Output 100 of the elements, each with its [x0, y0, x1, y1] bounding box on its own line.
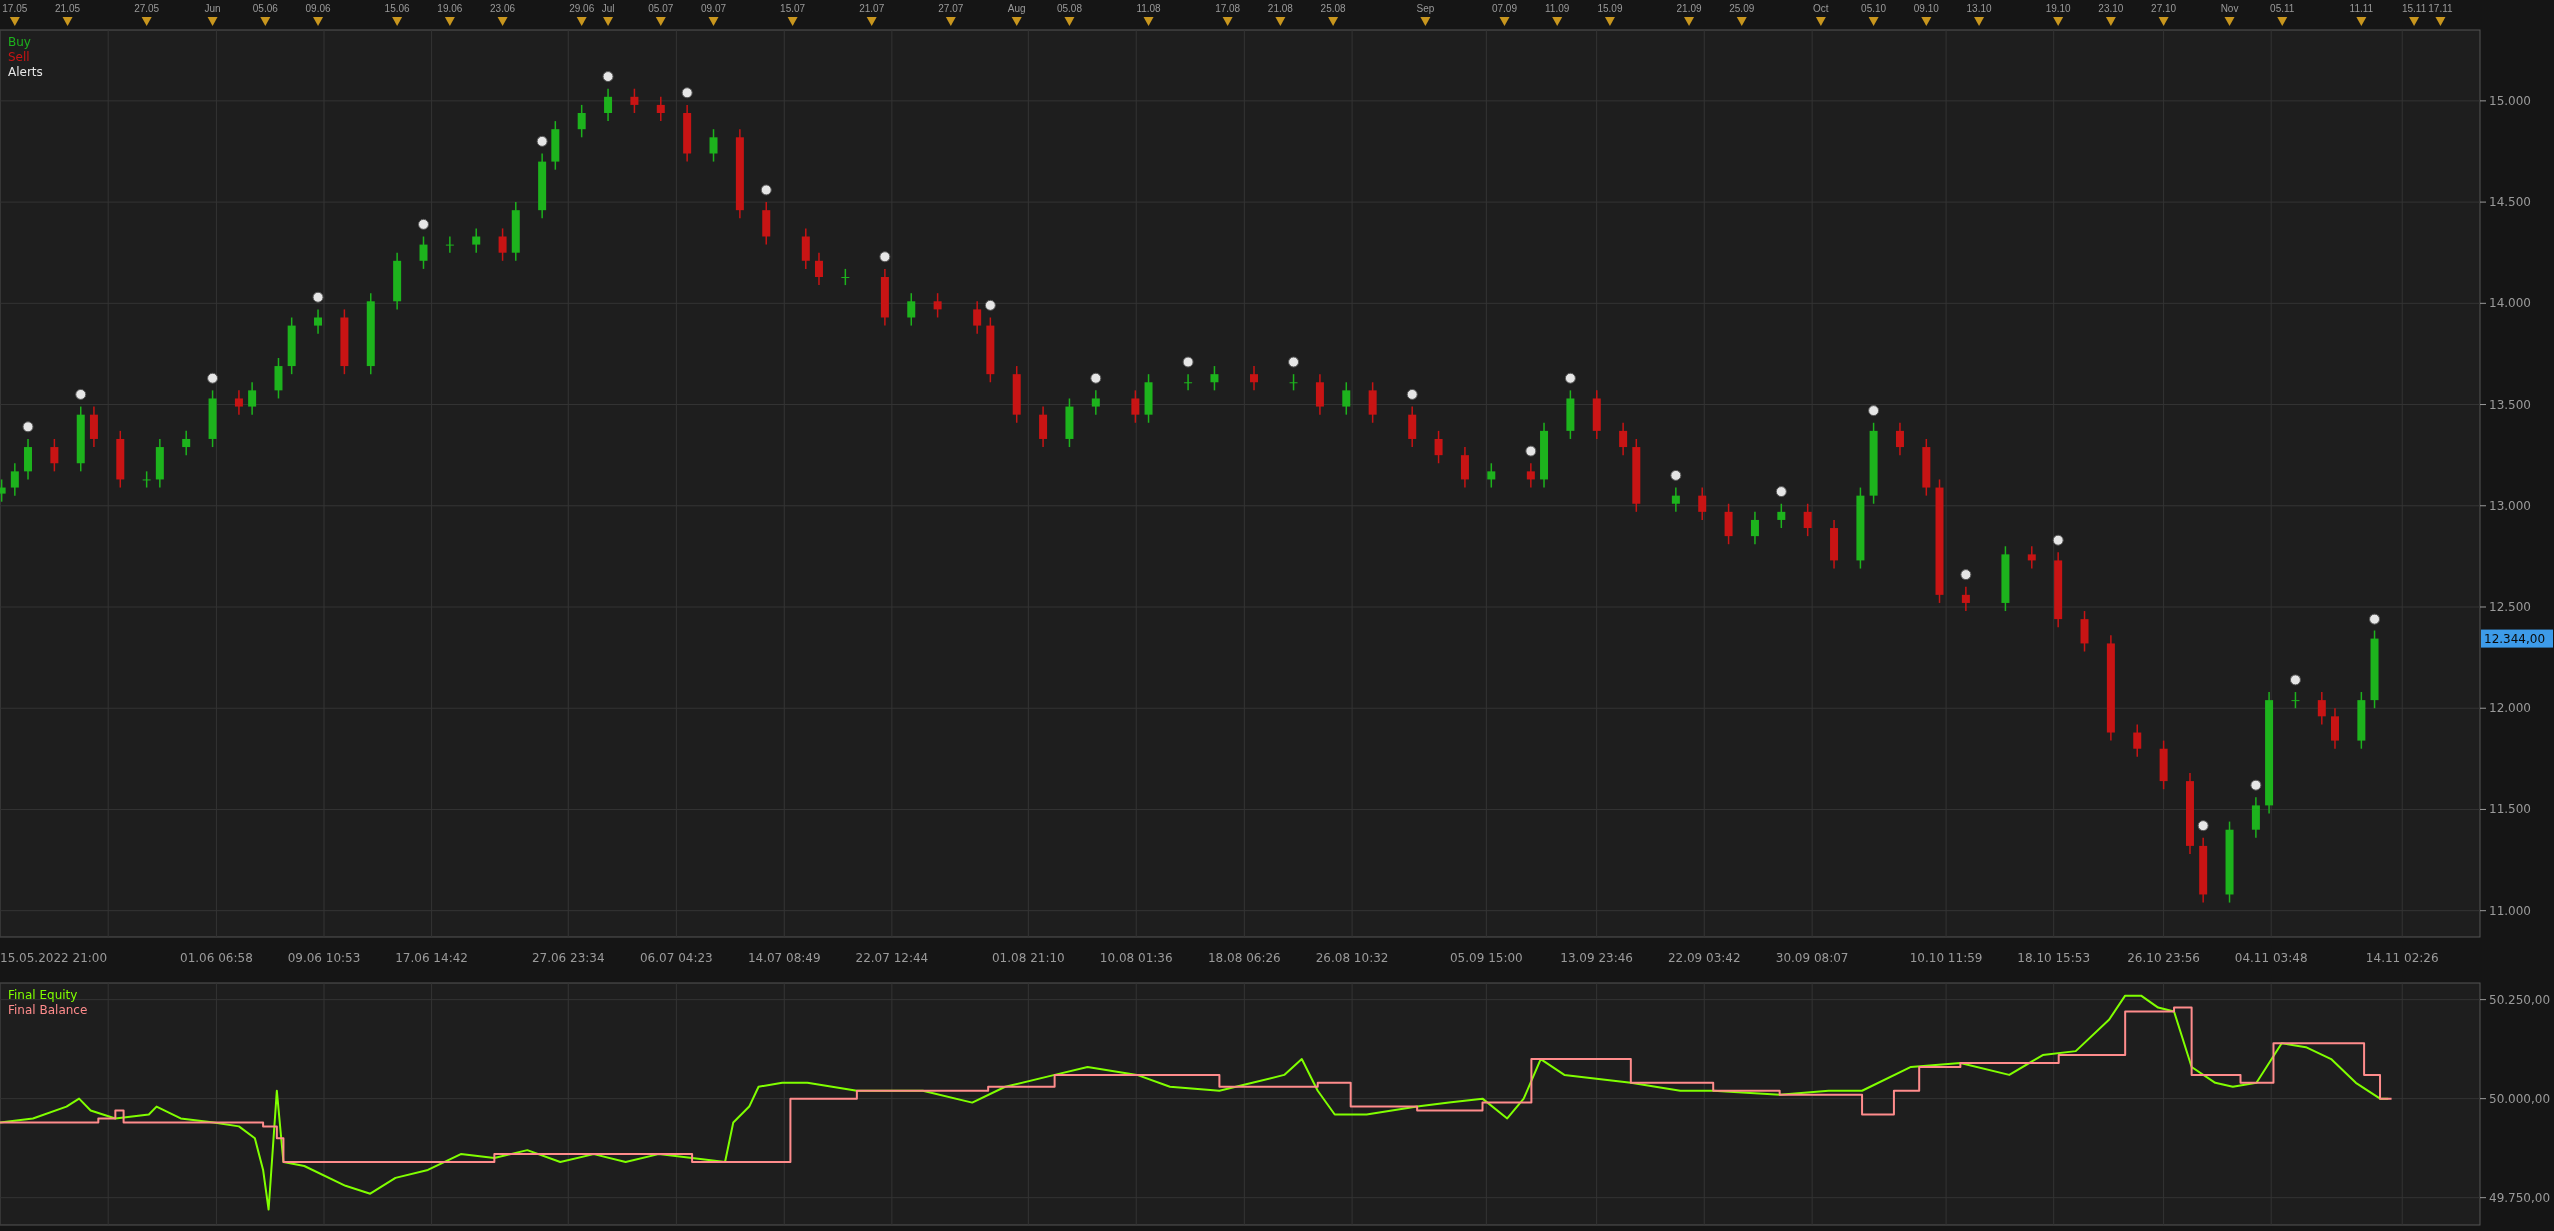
candlestick — [2133, 723, 2142, 758]
candlestick — [630, 87, 639, 114]
x2-tick-label: 09.07 — [701, 3, 727, 14]
y-tick-label: 13.500 — [2489, 397, 2531, 412]
y-tick-label: 12.000 — [2489, 701, 2531, 716]
candlestick — [1698, 486, 1707, 521]
candlestick — [234, 389, 243, 416]
candlestick — [1131, 389, 1140, 424]
text: Sell — [8, 50, 30, 64]
x2-tick-label: 05.08 — [1056, 3, 1083, 14]
candlestick — [472, 227, 481, 254]
candlestick — [604, 87, 613, 122]
y-tick-label: 13.000 — [2489, 498, 2531, 513]
point — [1525, 445, 1537, 457]
candlestick — [10, 462, 19, 497]
x-tick-label: 10.10 11:59 — [1909, 951, 1983, 965]
point — [602, 71, 614, 83]
x2-tick-label: 15.07 — [780, 3, 806, 14]
candlestick — [577, 104, 586, 139]
point — [1090, 372, 1102, 384]
y-tick-label: 11.000 — [2489, 903, 2531, 918]
x2-tick-label: 19.10 — [2045, 3, 2072, 14]
x-tick-label: 27.06 23:34 — [531, 951, 605, 965]
point — [1775, 486, 1787, 498]
y-tick-label: 11.500 — [2489, 802, 2531, 817]
text: Final Balance — [8, 1003, 88, 1017]
candlestick — [498, 227, 507, 262]
x2-tick-label: Aug — [1007, 3, 1026, 14]
candlestick — [1091, 389, 1100, 416]
x-tick-label: 22.07 12:44 — [855, 951, 929, 965]
point — [1868, 405, 1880, 417]
candlestick — [1961, 586, 1970, 612]
candlestick — [1526, 462, 1535, 489]
x2-tick-label: 13.10 — [1966, 3, 1992, 14]
point — [1564, 372, 1576, 384]
x2-tick-label: 23.10 — [2098, 3, 2124, 14]
candlestick — [1342, 381, 1351, 416]
candlestick — [1250, 365, 1259, 392]
candlestick — [419, 235, 428, 270]
x-tick-label: 13.09 23:46 — [1560, 951, 1633, 965]
x-tick-label: 14.07 08:49 — [747, 951, 821, 965]
x-tick-label: 18.08 06:26 — [1207, 951, 1281, 965]
x2-tick-label: 21.09 — [1676, 3, 1702, 14]
candlestick — [1184, 373, 1193, 392]
x2-tick-label: 23.06 — [490, 3, 516, 14]
point — [1182, 356, 1194, 368]
x-tick-label: 26.08 10:32 — [1315, 951, 1389, 965]
candlestick — [2317, 691, 2326, 726]
candlestick — [1619, 422, 1628, 456]
x2-tick-label: 29.06 — [569, 3, 595, 14]
candlestick — [1210, 365, 1219, 392]
candlestick — [1487, 462, 1496, 489]
x2-tick-label: 15.09 — [1597, 3, 1623, 14]
x-tick-label: 17.06 14:42 — [395, 951, 468, 965]
candlestick — [248, 381, 257, 416]
x-tick-label: 04.11 03:48 — [2234, 951, 2308, 965]
text: Final Equity — [8, 988, 78, 1002]
candlestick — [907, 292, 916, 327]
x-tick-label: 14.11 02:26 — [2365, 951, 2439, 965]
x2-tick-label: 15.11 — [2401, 3, 2427, 14]
point — [984, 299, 996, 311]
y-tick-label: 14.500 — [2489, 195, 2531, 210]
x-tick-label: 01.06 06:58 — [180, 951, 253, 965]
candlestick — [1777, 503, 1786, 529]
x2-tick-label: 17.05 — [2, 3, 28, 14]
x-tick-label: 09.06 10:53 — [287, 951, 361, 965]
candlestick — [50, 438, 59, 473]
point — [879, 251, 891, 263]
text: Buy — [8, 35, 31, 49]
x2-tick-label: 27.05 — [134, 3, 160, 14]
text: 12.344,00 — [2484, 631, 2546, 646]
y-tick-label: 14.000 — [2489, 296, 2531, 311]
x2-tick-label: 21.07 — [859, 3, 885, 14]
y-tick-label: 50.250,00 — [2489, 992, 2551, 1007]
candlestick — [2027, 545, 2036, 570]
point — [207, 372, 219, 384]
x2-tick-label: 11.08 — [1136, 3, 1162, 14]
point — [1288, 356, 1300, 368]
x2-tick-label: 25.08 — [1320, 3, 1347, 14]
x2-tick-label: 05.06 — [252, 3, 279, 14]
x2-tick-label: 27.10 — [2151, 3, 2177, 14]
point — [2250, 779, 2262, 791]
x-tick-label: 01.08 21:10 — [991, 951, 1065, 965]
text: Alerts — [8, 65, 43, 79]
x2-tick-label: 07.09 — [1491, 3, 1518, 14]
candlestick — [1750, 511, 1759, 545]
x2-tick-label: 11.09 — [1545, 3, 1570, 14]
point — [418, 218, 429, 230]
y-tick-label: 12.500 — [2489, 600, 2531, 614]
x2-tick-label: 05.11 — [2270, 3, 2295, 14]
candlestick — [182, 430, 191, 456]
x2-tick-label: 05.07 — [648, 3, 674, 14]
point — [760, 184, 772, 196]
x2-tick-label: 19.06 — [437, 3, 463, 14]
candlestick — [1671, 486, 1680, 513]
candlestick — [709, 128, 718, 163]
point — [681, 87, 693, 99]
x2-tick-label: 09.10 — [1913, 3, 1940, 14]
x2-tick-label: 27.07 — [938, 3, 964, 14]
y-tick-label: 49.750,00 — [2489, 1190, 2551, 1205]
